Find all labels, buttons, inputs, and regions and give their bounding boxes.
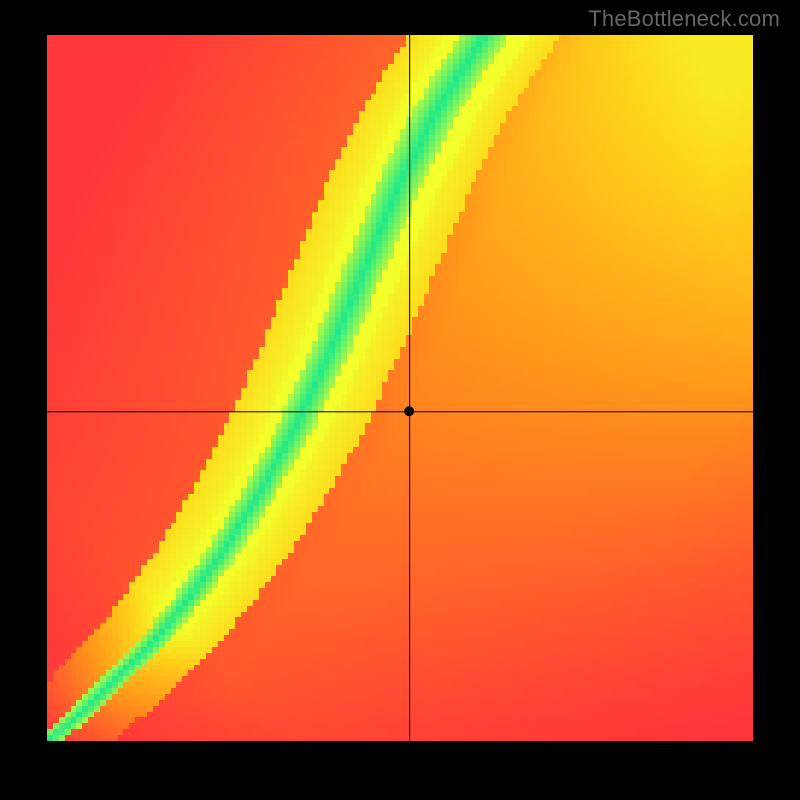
watermark-text: TheBottleneck.com <box>588 6 780 32</box>
bottleneck-heatmap <box>47 35 753 741</box>
